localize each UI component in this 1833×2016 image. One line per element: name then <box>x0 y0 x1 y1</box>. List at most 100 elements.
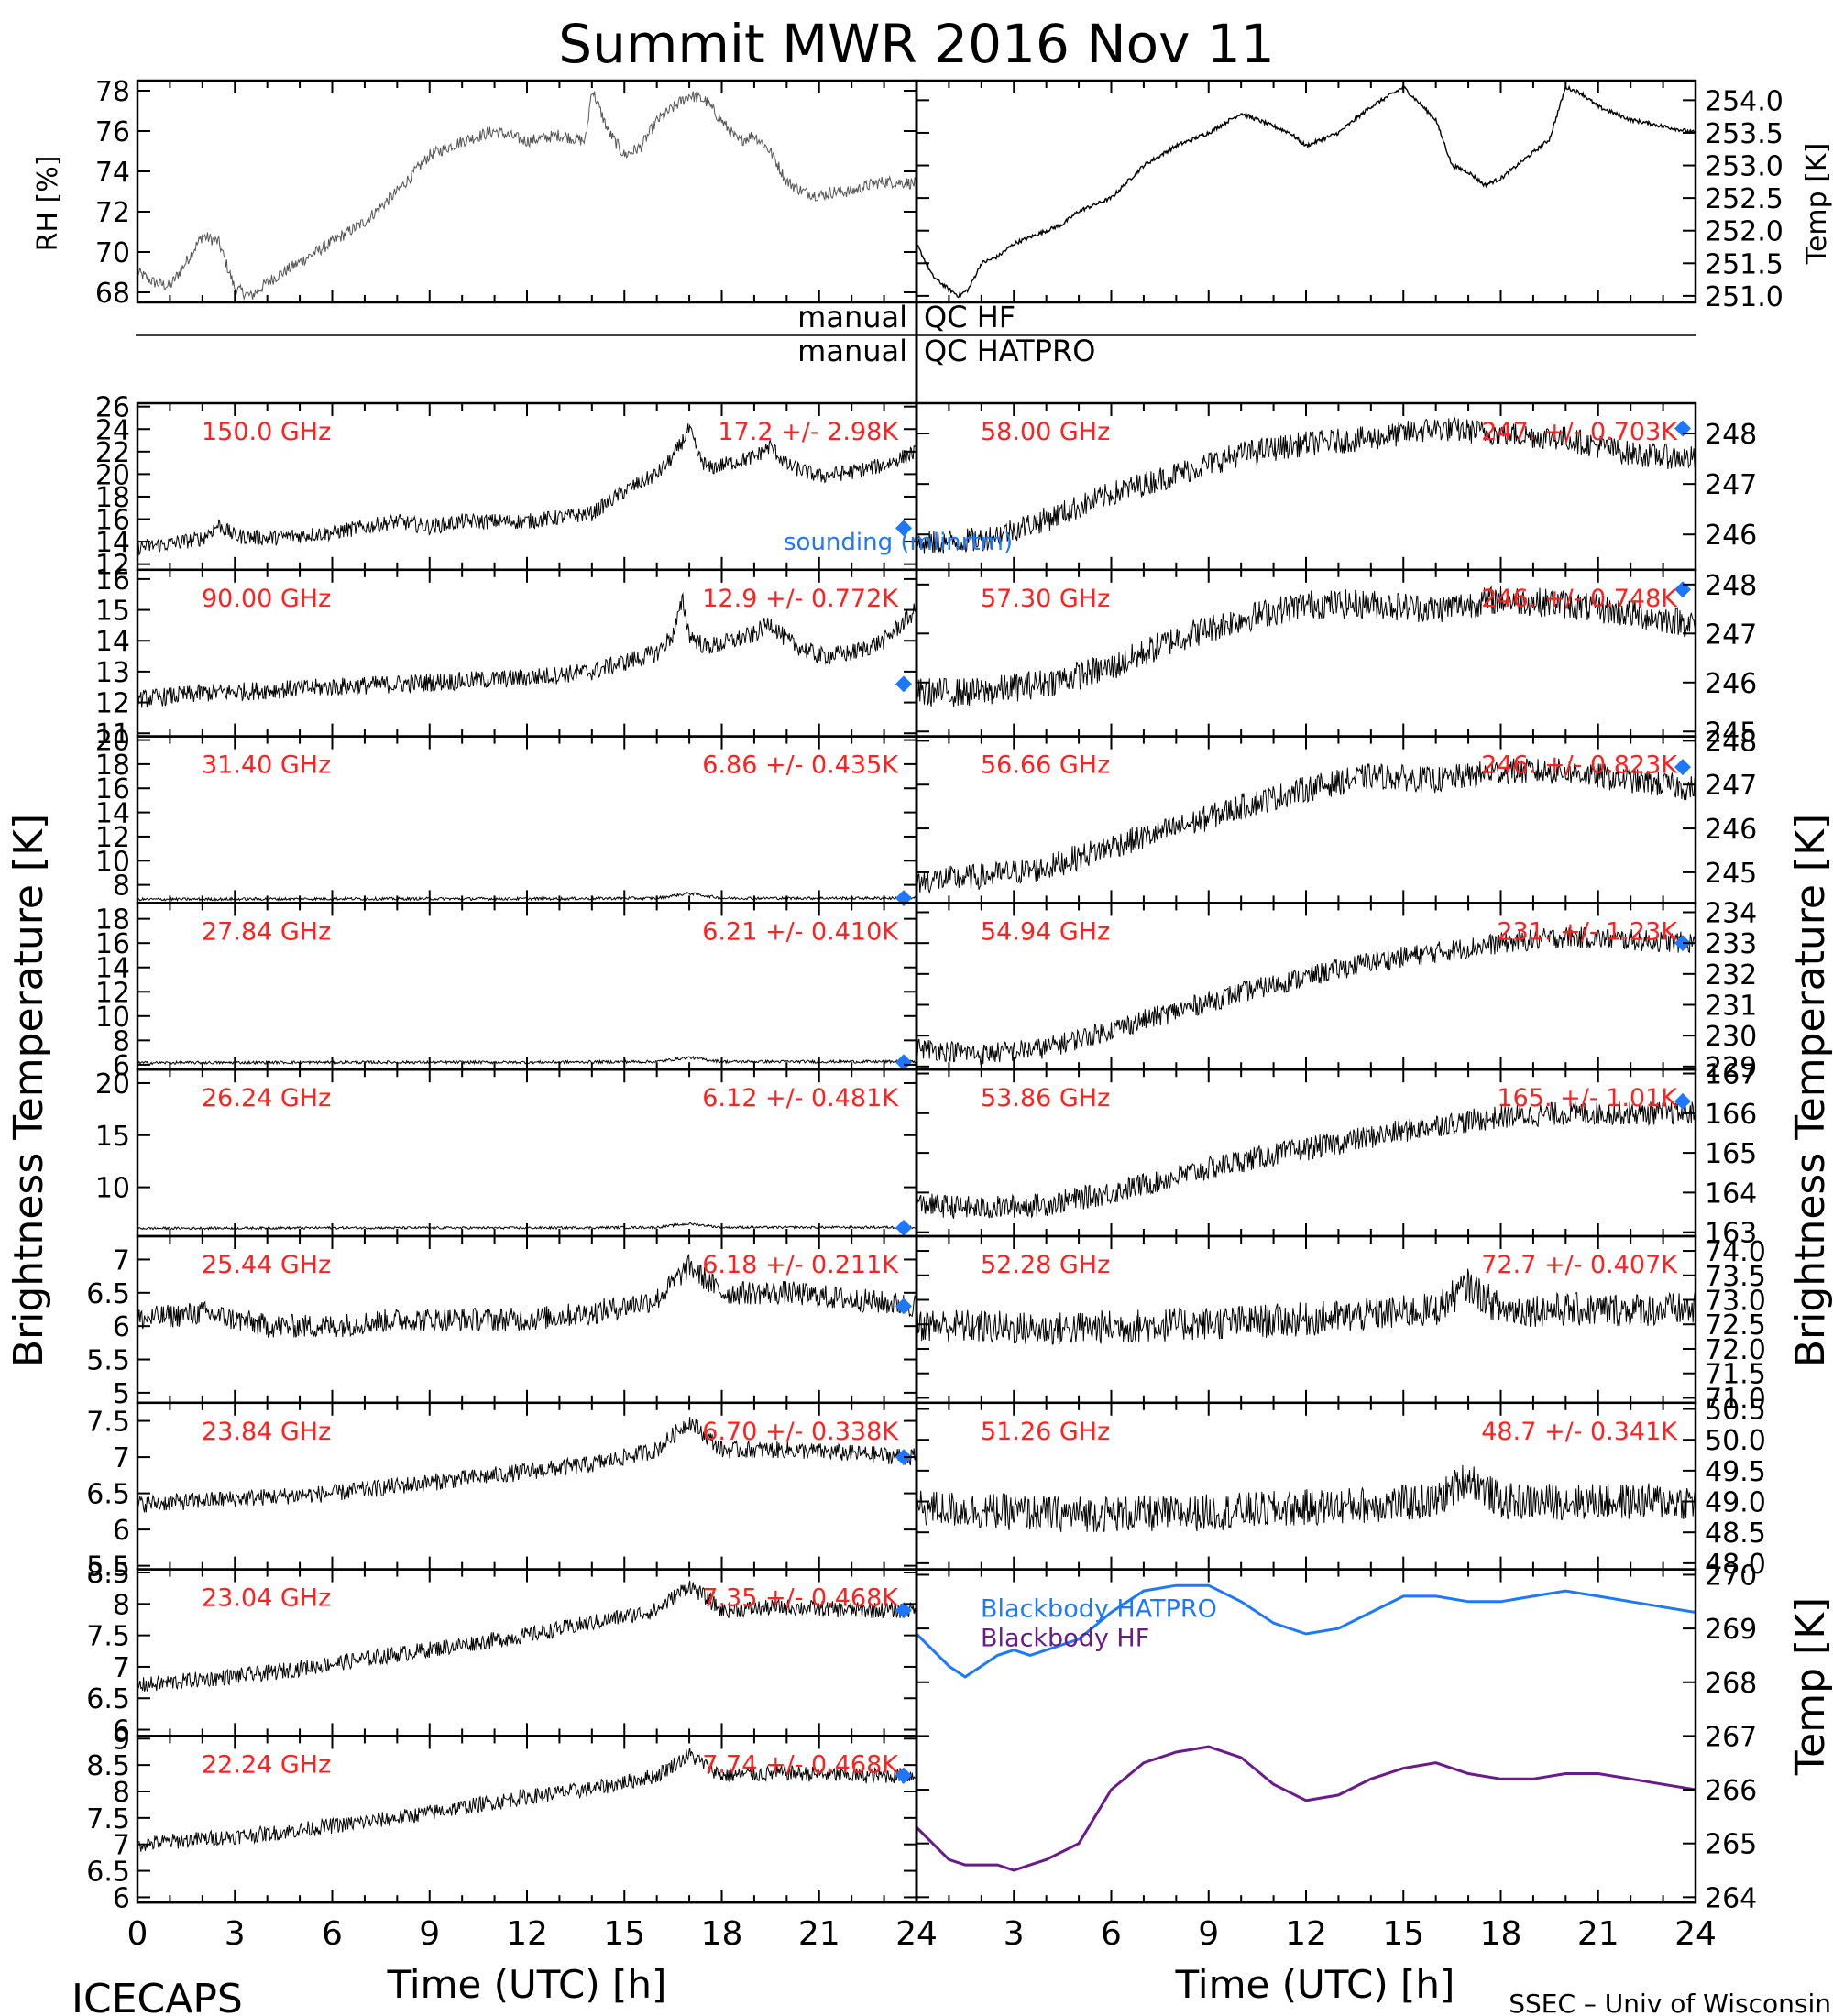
y-tick-label: 10 <box>95 1002 130 1034</box>
left-channel-8-statistics: 7.74 +/- 0.468K <box>702 1750 899 1779</box>
y-tick-label: 8.5 <box>86 1558 130 1590</box>
y-tick-label: 269 <box>1705 1614 1757 1646</box>
y-tick-label: 254.0 <box>1705 85 1784 117</box>
y-tick-label: 8 <box>113 1589 130 1621</box>
y-tick-label: 248 <box>1705 726 1757 758</box>
y-tick-label: 6.5 <box>86 1479 130 1511</box>
left-channel-7-statistics: 7.35 +/- 0.468K <box>702 1584 899 1613</box>
y-tick-label: 71.0 <box>1705 1383 1766 1415</box>
y-tick-label: 7.5 <box>86 1407 130 1439</box>
y-tick-label: 20 <box>95 459 130 491</box>
y-tick-label: 12 <box>95 550 130 582</box>
y-tick-label: 74 <box>95 157 130 189</box>
channel-series <box>137 1580 916 1692</box>
y-tick-label: 8 <box>113 1025 130 1057</box>
y-tick-label: 247 <box>1705 619 1757 651</box>
y-tick-label: 163 <box>1705 1218 1757 1250</box>
y-tick-label: 230 <box>1705 1021 1757 1053</box>
y-tick-label: 245 <box>1705 858 1757 890</box>
y-tick-label: 232 <box>1705 959 1757 992</box>
y-tick-label: 68 <box>95 278 130 310</box>
x-tick-label: 15 <box>1382 1915 1424 1953</box>
y-tick-label: 267 <box>1705 1721 1757 1753</box>
left-channel-5-frequency: 25.44 GHz <box>202 1251 331 1279</box>
y-tick-label: 16 <box>95 773 130 805</box>
x-tick-label: 21 <box>798 1915 840 1953</box>
y-tick-label: 268 <box>1705 1668 1757 1700</box>
channel-series <box>137 1748 916 1852</box>
y-tick-label: 234 <box>1705 898 1757 930</box>
right-channel-5: 71.071.572.072.573.073.574.0 52.28 GHz 72.… <box>915 1234 1766 1415</box>
y-tick-label: 245 <box>1705 717 1757 749</box>
x-tick-label: 18 <box>1480 1915 1522 1953</box>
y-tick-label: 266 <box>1705 1775 1757 1807</box>
x-tick-label: 6 <box>1101 1915 1122 1953</box>
y-tick-label: 5.5 <box>86 1345 130 1377</box>
x-tick-label: 3 <box>1004 1915 1025 1953</box>
right-channel-4-statistics: 165. +/- 1.01K <box>1497 1084 1678 1112</box>
y-tick-label: 246 <box>1705 814 1757 846</box>
y-tick-label: 6 <box>113 1311 130 1343</box>
x-axis-title-left: Time (UTC) [h] <box>387 1962 667 2007</box>
y-tick-label: 14 <box>95 953 130 985</box>
left-channel-4-statistics: 6.12 +/- 0.481K <box>702 1084 899 1112</box>
y-tick-label: 247 <box>1705 770 1757 802</box>
y-tick-label: 5 <box>113 1378 130 1410</box>
left-channel-0-frequency: 150.0 GHz <box>202 418 331 446</box>
channel-series <box>137 1253 916 1338</box>
right-channel-2: 245 246 247 248 56.66 GHz 246. +/- 0.823K <box>915 726 1757 904</box>
left-channel-7: 66.577.588.5 23.04 GHz 7.35 +/- 0.468K <box>86 1558 918 1748</box>
y-tick-label: 73.5 <box>1705 1261 1766 1293</box>
y-tick-label: 26 <box>95 392 130 424</box>
right-channel-4-frequency: 53.86 GHz <box>981 1084 1110 1112</box>
left-channel-5-statistics: 6.18 +/- 0.211K <box>702 1251 899 1279</box>
x-tick-label: 24 <box>1674 1915 1717 1953</box>
y-tick-label: 253.5 <box>1705 118 1784 150</box>
y-tick-label: 248 <box>1705 419 1757 451</box>
y-tick-label: 50.0 <box>1705 1425 1766 1457</box>
right-channel-2-sounding-marker <box>1674 759 1691 776</box>
x-tick-label: 24 <box>895 1915 938 1953</box>
blackbody-axis-title: Temp [K] <box>1787 1597 1833 1776</box>
left-channel-2-statistics: 6.86 +/- 0.435K <box>702 751 899 780</box>
left-channel-0-sounding-marker <box>895 520 912 537</box>
right-channel-4-sounding-marker <box>1674 1092 1691 1110</box>
y-tick-label: 8 <box>113 871 130 903</box>
y-tick-label: 12 <box>95 822 130 854</box>
y-tick-label: 14 <box>95 798 130 830</box>
right-channel-5-frequency: 52.28 GHz <box>981 1251 1110 1279</box>
left-channel-6-statistics: 6.70 +/- 0.338K <box>702 1418 899 1446</box>
blackbody-hatpro-series <box>916 1583 1696 1679</box>
channel-series <box>916 416 1696 554</box>
right-channel-6-statistics: 48.7 +/- 0.341K <box>1481 1418 1678 1446</box>
y-tick-label: 20 <box>95 1068 130 1101</box>
left-channel-3-frequency: 27.84 GHz <box>202 917 331 946</box>
left-channel-1-frequency: 90.00 GHz <box>202 585 331 613</box>
y-tick-label: 233 <box>1705 928 1757 960</box>
channel-series <box>916 1101 1696 1219</box>
y-tick-label: 7 <box>113 1442 130 1474</box>
rh-series <box>137 91 916 301</box>
right-channel-0: 246 247 248 58.00 GHz 247. +/- 0.703K <box>915 401 1757 572</box>
y-tick-label: 78 <box>95 76 130 108</box>
blackbody-hf-series <box>916 1745 1696 1872</box>
left-channel-3-statistics: 6.21 +/- 0.410K <box>702 917 899 946</box>
y-tick-label: 252.5 <box>1705 183 1784 215</box>
right-channel-1: 245 246 247 248 57.30 GHz 246. +/- 0.748K <box>915 568 1757 749</box>
y-tick-label: 270 <box>1705 1560 1757 1592</box>
y-tick-label: 24 <box>95 414 130 446</box>
channel-series <box>916 585 1696 707</box>
y-tick-label: 5.5 <box>86 1551 130 1583</box>
x-tick-label: 21 <box>1577 1915 1619 1953</box>
y-tick-label: 50.5 <box>1705 1395 1766 1427</box>
x-tick-label: 18 <box>701 1915 743 1953</box>
x-tick-label: 6 <box>322 1915 343 1953</box>
y-tick-label: 7 <box>113 1652 130 1684</box>
y-tick-label: 13 <box>95 657 130 689</box>
y-tick-label: 48.5 <box>1705 1517 1766 1550</box>
blackbody-hf-label: Blackbody HF <box>981 1625 1149 1653</box>
y-tick-label: 10 <box>95 1173 130 1205</box>
y-tick-label: 10 <box>95 846 130 878</box>
